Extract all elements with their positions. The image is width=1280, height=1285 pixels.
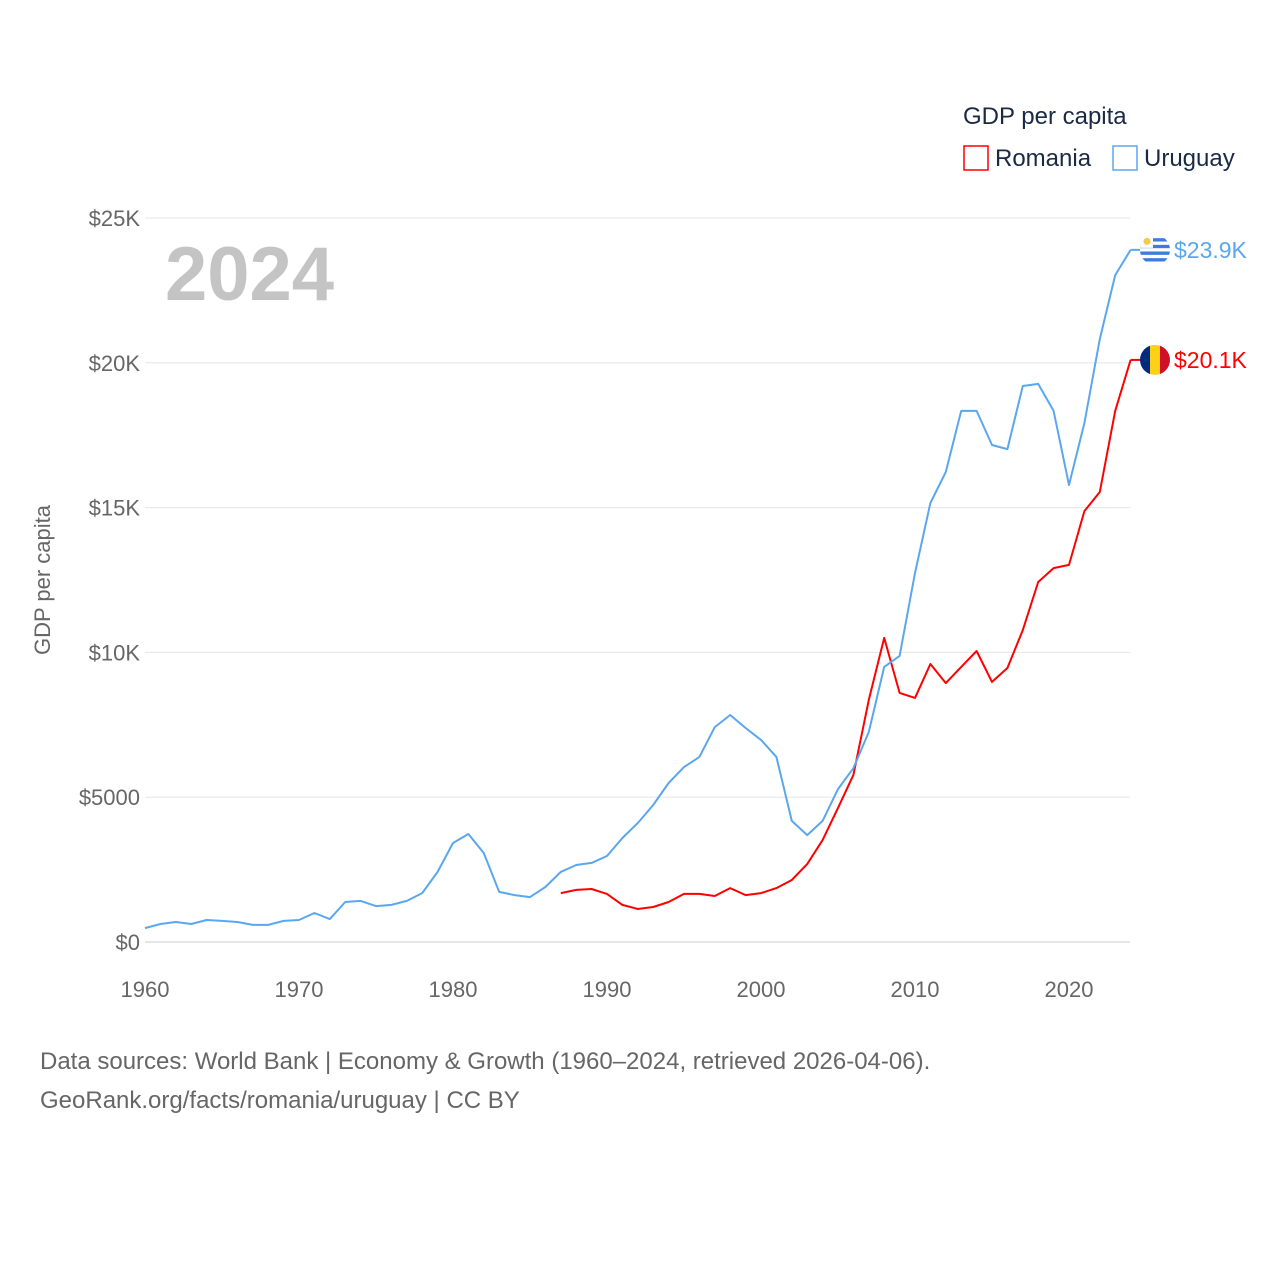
y-tick-label: $20K [89,351,141,376]
y-tick-label: $15K [89,496,141,521]
end-value-romania: $20.1K [1174,347,1248,373]
x-tick-label: 2020 [1045,977,1094,1002]
stripe [1140,344,1150,375]
x-axis: 1960 1970 1980 1990 2000 2010 2020 [121,977,1094,1002]
y-tick-label: $25K [89,206,141,231]
grid [145,217,1130,943]
series-lines [144,249,1132,930]
x-tick-label: 1960 [121,977,170,1002]
stripe [1140,251,1170,255]
legend-title: GDP per capita [963,103,1127,130]
x-tick-label: 1990 [583,977,632,1002]
y-axis: $0 $5000 $10K $15K $20K $25K [79,206,141,955]
sun [1143,237,1151,245]
y-tick-label: $5000 [79,785,140,810]
line-romania [560,359,1132,910]
legend-item-romania[interactable]: Romania [963,145,1092,172]
y-axis-label: GDP per capita [30,504,55,655]
legend-swatch-uruguay [1112,145,1138,171]
legend-item-uruguay[interactable]: Uruguay [1112,145,1235,172]
stripe [1140,238,1170,242]
flag-stripes [1140,234,1170,265]
legend-label-romania: Romania [995,145,1092,172]
y-tick-label: $0 [116,930,140,955]
year-watermark: 2024 [165,232,334,317]
uruguay-flag-icon [1140,234,1170,265]
stripe [1140,258,1170,262]
x-tick-label: 2010 [891,977,940,1002]
footer-credit[interactable]: GeoRank.org/facts/romania/uruguay | CC B… [40,1087,520,1114]
legend-label-uruguay: Uruguay [1144,145,1235,172]
x-tick-label: 2000 [737,977,786,1002]
x-tick-label: 1970 [275,977,324,1002]
y-tick-label: $10K [89,640,141,665]
stripe [1150,344,1160,375]
end-value-uruguay: $23.9K [1174,237,1248,263]
stripe [1160,344,1170,375]
footer-source: Data sources: World Bank | Economy & Gro… [40,1048,930,1075]
legend-swatch-romania [963,145,989,171]
legend: GDP per capita Romania Uruguay [963,103,1235,172]
romania-flag-icon [1140,344,1170,375]
x-tick-label: 1980 [429,977,478,1002]
stripe [1140,244,1170,249]
line-uruguay [144,249,1132,930]
end-labels: $20.1K $23.9K [1130,234,1248,375]
flag-stripes [1140,344,1170,375]
